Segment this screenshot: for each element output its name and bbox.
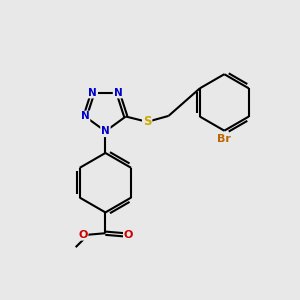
Text: N: N <box>81 112 89 122</box>
Text: N: N <box>88 88 97 98</box>
Text: O: O <box>124 230 133 240</box>
Text: N: N <box>101 126 110 136</box>
Text: Br: Br <box>218 134 231 144</box>
Text: N: N <box>114 88 122 98</box>
Text: O: O <box>78 230 88 240</box>
Text: S: S <box>143 115 152 128</box>
